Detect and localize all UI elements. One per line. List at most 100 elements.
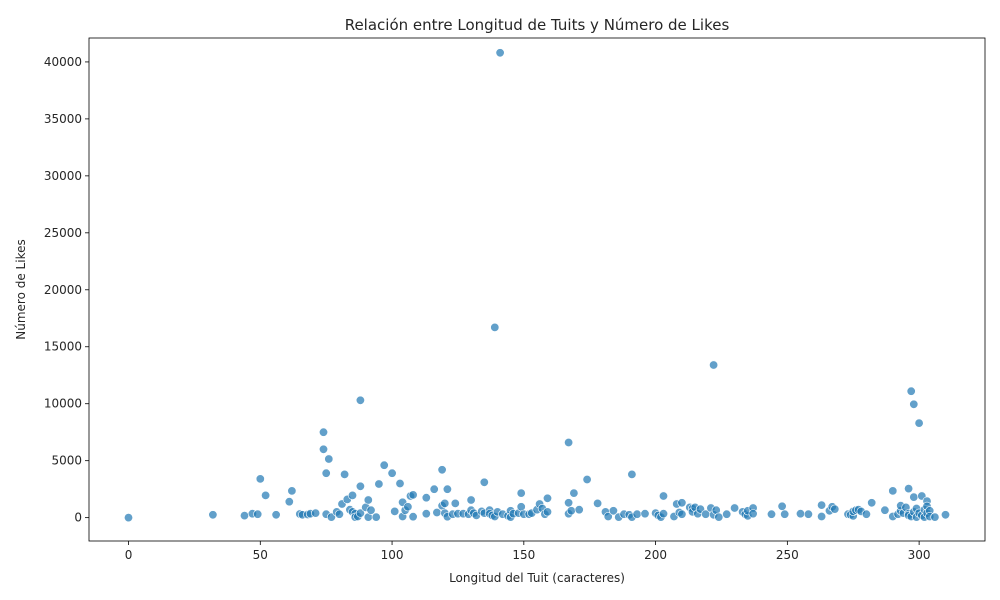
data-point-138	[722, 509, 732, 519]
data-points	[124, 48, 950, 523]
data-point-6	[261, 490, 271, 500]
data-point-115	[640, 509, 650, 519]
data-point-195	[940, 510, 950, 520]
x-tick-label: 200	[644, 548, 667, 562]
data-point-5	[255, 474, 265, 484]
data-point-17	[321, 468, 331, 478]
data-point-39	[371, 512, 381, 522]
data-point-165	[880, 505, 890, 515]
x-tick-label: 150	[512, 548, 535, 562]
data-point-28	[347, 490, 357, 500]
data-point-67	[466, 495, 476, 505]
x-axis-label: Longitud del Tuit (caracteres)	[449, 571, 625, 585]
data-point-36	[363, 495, 373, 505]
data-point-56	[437, 465, 447, 475]
data-point-146	[766, 509, 776, 519]
data-point-103	[574, 505, 584, 515]
y-tick-label: 0	[74, 511, 82, 525]
data-point-183	[914, 418, 924, 428]
data-point-9	[287, 486, 297, 496]
data-point-77	[490, 322, 500, 332]
data-point-53	[421, 509, 431, 519]
data-point-151	[817, 500, 827, 510]
data-point-173	[904, 484, 914, 494]
y-axis-ticks: 0 5000 10000 15000 20000 25000 30000 35000 40000	[44, 55, 89, 525]
data-point-33	[355, 481, 365, 491]
data-point-134	[709, 360, 719, 370]
data-point-72	[479, 477, 489, 487]
data-point-52	[421, 493, 431, 503]
data-point-125	[677, 509, 687, 519]
y-tick-label: 15000	[44, 340, 82, 354]
data-point-148	[780, 509, 790, 519]
data-point-107	[603, 511, 613, 521]
y-tick-label: 10000	[44, 397, 82, 411]
data-point-178	[909, 399, 919, 409]
data-point-139	[730, 503, 740, 513]
x-axis-ticks: 0 50 100 150 200 250 300	[125, 541, 931, 562]
data-point-108	[608, 506, 618, 516]
data-point-152	[817, 511, 827, 521]
data-point-50	[408, 490, 418, 500]
data-point-44	[395, 478, 405, 488]
data-point-14	[311, 508, 321, 518]
data-point-163	[861, 509, 871, 519]
data-point-105	[593, 498, 603, 508]
data-point-0	[124, 513, 134, 523]
data-point-147	[777, 501, 787, 511]
data-point-15	[318, 427, 328, 437]
y-tick-label: 25000	[44, 226, 82, 240]
data-point-1	[208, 510, 218, 520]
y-tick-label: 20000	[44, 283, 82, 297]
data-point-150	[803, 509, 813, 519]
data-point-59	[440, 498, 450, 508]
data-point-145	[748, 509, 758, 519]
data-point-97	[542, 493, 552, 503]
x-tick-label: 100	[381, 548, 404, 562]
data-point-34	[355, 508, 365, 518]
data-point-96	[542, 507, 552, 517]
data-point-87	[516, 488, 526, 498]
data-point-98	[564, 437, 574, 447]
data-point-99	[564, 498, 574, 508]
data-point-137	[714, 512, 724, 522]
data-point-42	[387, 468, 397, 478]
data-point-102	[569, 488, 579, 498]
data-point-54	[429, 484, 439, 494]
data-point-124	[677, 498, 687, 508]
y-tick-label: 5000	[51, 454, 82, 468]
data-point-166	[888, 486, 898, 496]
data-point-63	[450, 498, 460, 508]
x-tick-label: 250	[776, 548, 799, 562]
data-point-60	[442, 484, 452, 494]
data-point-119	[658, 491, 668, 501]
data-point-176	[906, 386, 916, 396]
data-point-32	[355, 395, 365, 405]
data-point-101	[566, 506, 576, 516]
data-point-40	[374, 479, 384, 489]
data-point-41	[379, 460, 389, 470]
data-point-8	[284, 497, 294, 507]
data-point-4	[253, 509, 263, 519]
plot-frame	[88, 37, 986, 542]
data-point-155	[830, 504, 840, 514]
y-tick-label: 35000	[44, 112, 82, 126]
data-point-2	[240, 511, 250, 521]
data-point-120	[658, 509, 668, 519]
data-point-24	[340, 469, 350, 479]
data-point-43	[390, 506, 400, 516]
data-point-48	[403, 502, 413, 512]
y-tick-label: 40000	[44, 55, 82, 69]
data-point-164	[867, 498, 877, 508]
data-point-112	[627, 469, 637, 479]
data-point-22	[334, 509, 344, 519]
data-point-80	[495, 48, 505, 58]
data-point-104	[582, 474, 592, 484]
data-point-19	[324, 454, 334, 464]
data-point-114	[632, 509, 642, 519]
y-tick-label: 30000	[44, 169, 82, 183]
x-tick-label: 0	[125, 548, 133, 562]
data-point-51	[408, 512, 418, 522]
